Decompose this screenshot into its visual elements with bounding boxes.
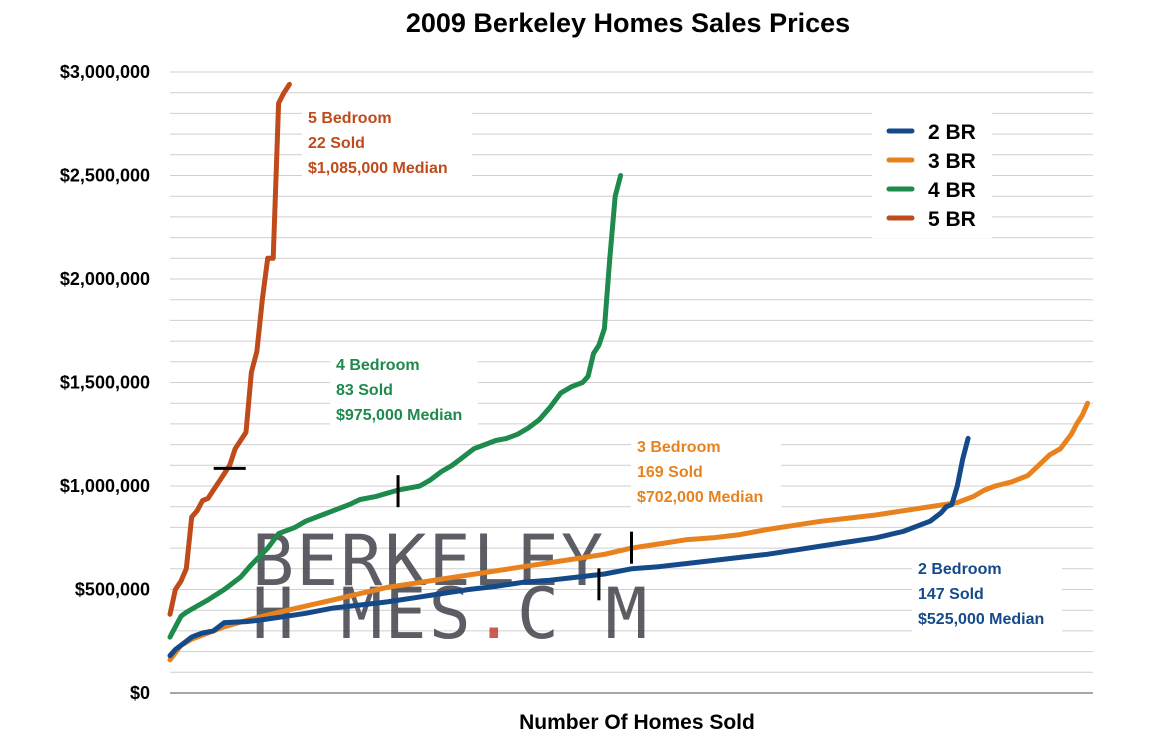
legend: 2 BR 3 BR 4 BR 5 BR [872, 110, 992, 238]
series-line-5br [167, 81, 292, 617]
annotation-text: 169 Sold [637, 464, 703, 481]
annotation-text: $1,085,000 Median [308, 160, 448, 177]
series-lines [167, 81, 1091, 663]
annotation-text: 3 Bedroom [637, 439, 721, 456]
annotations: 5 Bedroom 22 Sold $1,085,000 Median 4 Bedro… [302, 101, 1062, 634]
annotation-text: 4 Bedroom [336, 357, 420, 374]
annotation-text: 83 Sold [336, 382, 393, 399]
y-axis-ticks: $0 $500,000 $1,000,000 $1,500,000 $2,000,000… [60, 62, 150, 703]
annotation-text: $525,000 Median [918, 611, 1044, 628]
chart-title: 2009 Berkeley Homes Sales Prices [406, 8, 850, 38]
series-line-3br [167, 400, 1091, 663]
watermark-line-2: H MES.C M [252, 573, 649, 655]
annotation-text: 22 Sold [308, 135, 365, 152]
legend-label: 2 BR [928, 121, 976, 144]
legend-label: 3 BR [928, 150, 976, 173]
y-tick-label: $1,000,000 [60, 476, 150, 496]
annotation-box [330, 348, 478, 430]
watermark-logo: BERKELEY H MES.C M [252, 520, 649, 655]
y-tick-label: $3,000,000 [60, 62, 150, 82]
legend-label: 4 BR [928, 179, 976, 202]
y-tick-label: $1,500,000 [60, 373, 150, 393]
legend-label: 5 BR [928, 208, 976, 231]
annotation-text: $702,000 Median [637, 489, 763, 506]
annotation-text: 5 Bedroom [308, 110, 392, 127]
x-axis-label: Number Of Homes Sold [519, 711, 755, 734]
y-tick-label: $0 [130, 683, 150, 703]
annotation-text: $975,000 Median [336, 407, 462, 424]
annotation-box [912, 552, 1062, 634]
y-tick-label: $2,000,000 [60, 269, 150, 289]
annotation-text: 147 Sold [918, 586, 984, 603]
annotation-box [302, 101, 472, 183]
series-line-4br [167, 173, 624, 640]
y-tick-label: $500,000 [75, 580, 150, 600]
series-line-2br [167, 435, 971, 659]
median-markers [213, 466, 633, 601]
annotation-box [631, 430, 781, 512]
annotation-text: 2 Bedroom [918, 561, 1002, 578]
y-tick-label: $2,500,000 [60, 166, 150, 186]
